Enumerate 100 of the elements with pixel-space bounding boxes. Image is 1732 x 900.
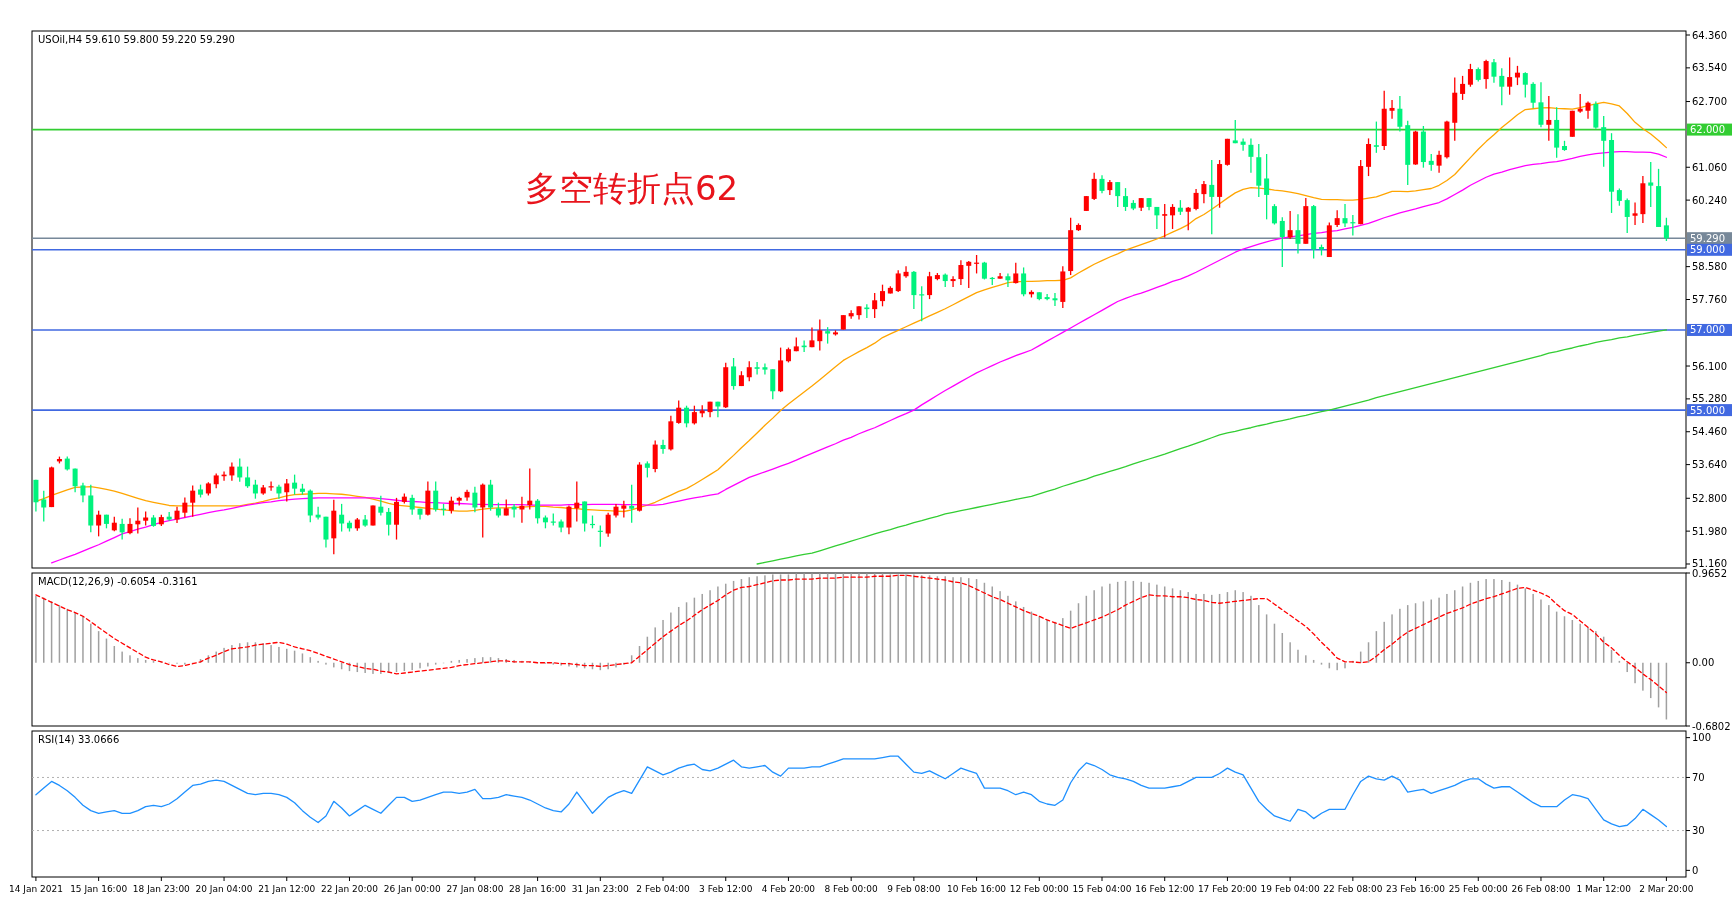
candlestick <box>1193 188 1199 211</box>
candlestick <box>41 490 47 523</box>
candlestick <box>872 292 878 319</box>
candlestick <box>1209 159 1215 235</box>
candlestick <box>527 467 533 511</box>
candlestick <box>1460 75 1466 101</box>
line-series <box>756 329 1668 565</box>
candlestick <box>911 270 917 310</box>
y-tick-label: 0.9652 <box>1692 567 1727 579</box>
candlestick <box>394 497 400 541</box>
candlestick <box>966 260 972 289</box>
candlestick <box>1663 217 1669 242</box>
x-tick-label: 20 Jan 04:00 <box>195 884 253 894</box>
candlestick <box>315 506 321 521</box>
x-tick-label: 4 Feb 20:00 <box>761 884 816 894</box>
candlestick <box>1397 95 1403 133</box>
candlestick <box>1499 67 1505 106</box>
candlestick <box>1648 161 1654 208</box>
x-tick-label: 15 Feb 04:00 <box>1072 884 1132 894</box>
candlestick <box>676 399 682 425</box>
candlestick <box>1185 206 1191 231</box>
candlestick <box>370 504 376 527</box>
y-tick-label: 57.760 <box>1692 294 1727 305</box>
x-tick-label: 3 Feb 12:00 <box>699 884 753 894</box>
annotation: 多空转折点62 <box>524 168 739 209</box>
candlestick <box>1021 266 1027 297</box>
line-series <box>35 755 1668 828</box>
x-tick-label: 23 Feb 16:00 <box>1386 884 1446 894</box>
candlestick <box>880 284 886 307</box>
candlestick <box>1162 203 1168 239</box>
x-tick-label: 18 Jan 23:00 <box>132 884 191 894</box>
x-tick-label: 2 Mar 20:00 <box>1639 884 1694 894</box>
y-tick-label: 54.460 <box>1692 426 1727 438</box>
candlestick <box>1538 81 1544 128</box>
candlestick <box>660 439 666 455</box>
candlestick <box>1624 197 1630 234</box>
line-series <box>35 574 1668 694</box>
candlestick <box>1507 56 1513 96</box>
y-tick-label: 100 <box>1692 732 1712 744</box>
candlestick <box>746 360 752 382</box>
x-tick-label: 21 Jan 12:00 <box>258 884 316 894</box>
candlestick <box>1091 172 1097 201</box>
candlestick <box>1044 293 1050 301</box>
y-tick-label: 64.360 <box>1692 29 1727 41</box>
candlestick <box>182 496 188 519</box>
y-tick-label: 60.240 <box>1692 194 1727 206</box>
candlestick <box>1601 115 1607 168</box>
candlestick <box>691 405 697 426</box>
y-tick-label: 52.800 <box>1692 492 1727 504</box>
y-tick-label: 51.980 <box>1692 525 1727 537</box>
candlestick <box>1593 100 1599 130</box>
candlestick <box>1295 213 1301 255</box>
chart-title: RSI(14) 33.0666 <box>38 734 120 745</box>
x-tick-label: 26 Jan 00:00 <box>383 884 441 894</box>
candlestick <box>731 357 737 391</box>
candlestick <box>903 265 909 279</box>
x-tick-label: 25 Feb 00:00 <box>1448 884 1509 894</box>
candlestick <box>950 275 956 288</box>
candlestick <box>1287 210 1293 240</box>
y-tick-label: 0 <box>1692 864 1699 876</box>
candlestick <box>1342 203 1348 228</box>
y-tick-label: 61.060 <box>1692 161 1727 173</box>
candlestick <box>1099 174 1105 194</box>
ref-line-label: 59.290 <box>1690 232 1725 244</box>
candlestick <box>33 479 39 513</box>
x-tick-label: 22 Feb 08:00 <box>1323 884 1383 894</box>
chart-title: MACD(12,26,9) -0.6054 -0.3161 <box>38 576 198 587</box>
x-tick-label: 9 Feb 08:00 <box>887 884 941 894</box>
y-tick-label: 63.540 <box>1692 62 1727 74</box>
x-tick-label: 8 Feb 00:00 <box>824 884 879 894</box>
y-tick-label: 58.580 <box>1692 261 1727 273</box>
y-tick-label: 30 <box>1692 825 1705 837</box>
y-tick-label: 56.100 <box>1692 360 1727 372</box>
candlestick <box>817 318 823 352</box>
x-tick-label: 19 Feb 04:00 <box>1260 884 1320 894</box>
candlestick <box>1248 137 1254 174</box>
x-tick-label: 15 Jan 16:00 <box>70 884 128 894</box>
candlestick <box>1264 153 1270 220</box>
x-tick-label: 17 Feb 20:00 <box>1197 884 1258 894</box>
x-tick-label: 14 Jan 2021 <box>8 884 63 894</box>
candlestick <box>770 368 776 400</box>
candlestick <box>119 518 125 541</box>
candlestick <box>1467 63 1473 88</box>
x-tick-label: 10 Feb 16:00 <box>947 884 1007 894</box>
candlestick <box>1052 292 1058 307</box>
candlestick <box>229 461 235 482</box>
candlestick <box>1005 272 1011 288</box>
y-tick-label: 55.280 <box>1692 393 1727 405</box>
candlestick <box>190 484 196 518</box>
candlestick <box>1170 203 1176 230</box>
candlestick <box>323 516 329 549</box>
candlestick <box>582 500 588 533</box>
candlestick <box>1201 180 1207 204</box>
candlestick <box>472 486 478 513</box>
x-tick-label: 1 Mar 12:00 <box>1576 884 1632 894</box>
candlestick <box>386 507 392 537</box>
candlestick <box>488 479 494 512</box>
candlestick <box>1271 203 1277 226</box>
candlestick <box>284 478 290 503</box>
candlestick <box>566 504 572 535</box>
